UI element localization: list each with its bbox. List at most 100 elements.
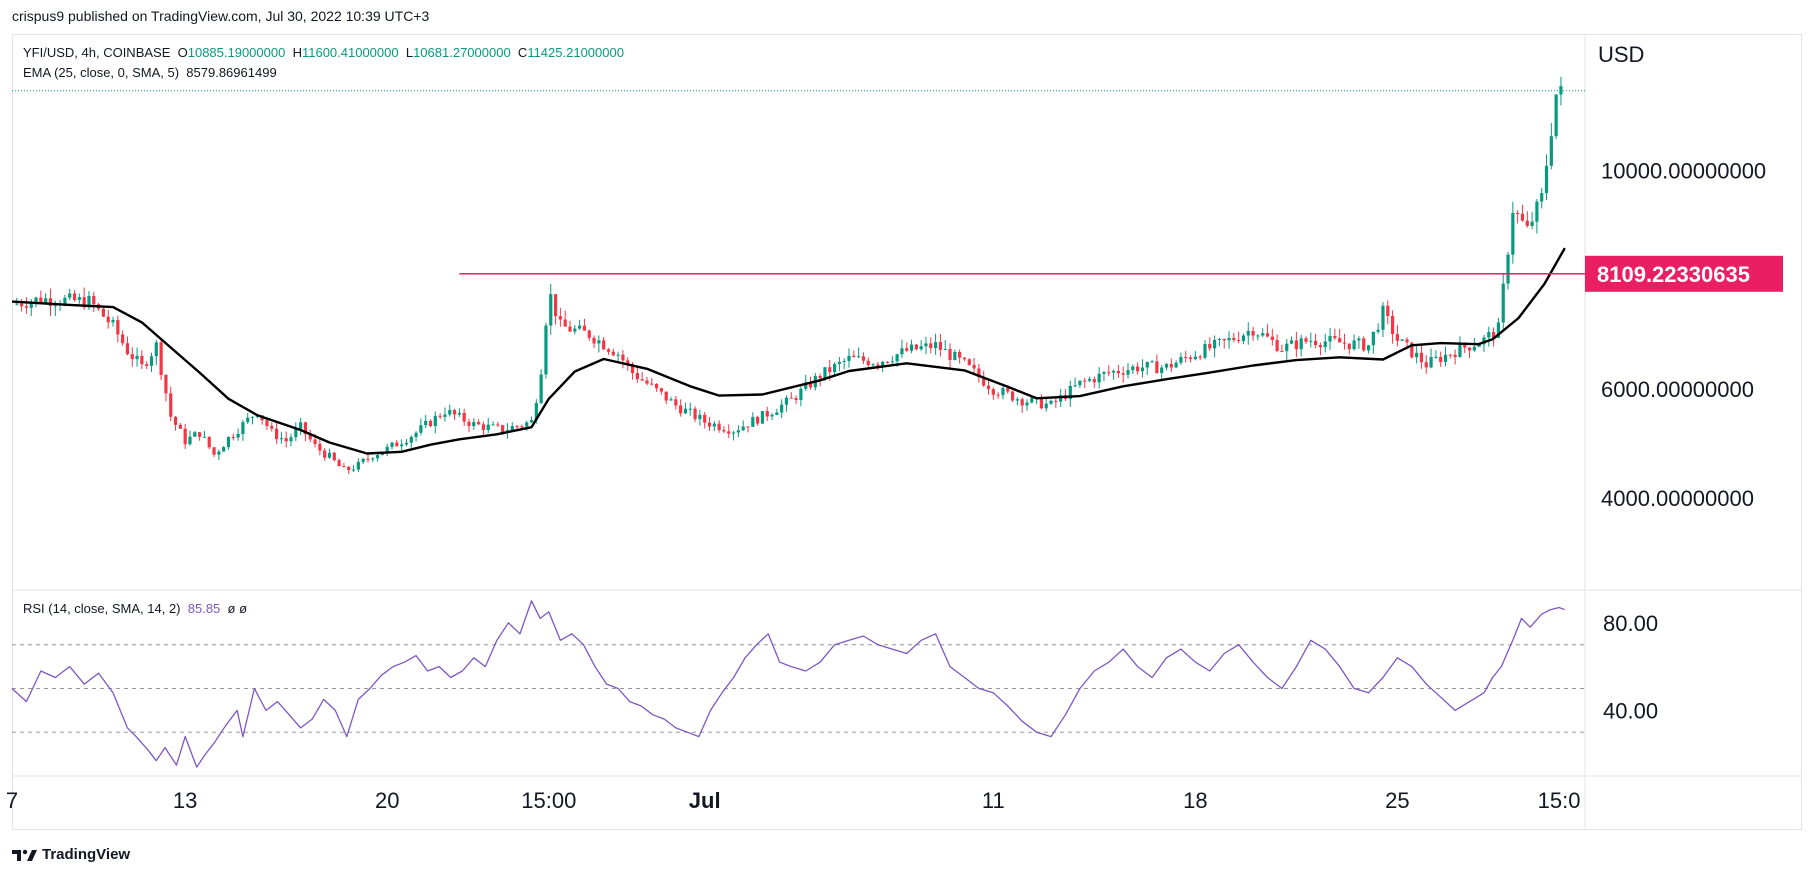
candle-down [717,423,721,431]
candle-down [1318,345,1323,348]
candle-up [578,325,582,329]
candle-up [1001,388,1005,396]
candle-up [669,399,673,401]
candle-up [616,354,620,356]
candle-up [784,397,789,405]
candle-up [804,382,808,389]
candle-up [780,404,784,413]
candle-down [1265,333,1270,337]
candle-up [1102,372,1106,374]
candle-up [217,451,221,455]
candle-up [1131,366,1135,371]
candle-down [178,424,182,429]
candle-up [472,422,476,427]
candle-down [101,308,105,317]
candle-down [630,364,635,374]
candle-down [1410,342,1414,358]
candle-down [303,422,308,435]
candle-down [270,426,274,429]
candle-up [1097,373,1101,383]
candle-up [1140,367,1145,372]
candle-down [707,422,712,427]
candle-up [698,414,702,420]
candle-up [1323,341,1327,348]
candle-down [308,434,312,440]
candle-up [1015,399,1019,401]
candle-down [972,364,976,369]
tradingview-brand[interactable]: TradingView [12,846,130,863]
candle-up [573,328,577,332]
candle-up [832,363,837,373]
candle-down [794,398,798,400]
candle-up [871,364,875,366]
candle-down [1424,362,1428,368]
x-tick-label: 18 [1183,788,1207,813]
candle-up [294,428,298,438]
rsi-legend[interactable]: RSI (14, close, SMA, 14, 2) 85.85 ø ø [23,601,247,616]
candle-down [1010,391,1015,401]
candle-up [919,346,923,350]
candle-up [44,298,48,303]
candle-down [116,319,120,335]
candle-up [1150,361,1154,363]
candle-down [1136,366,1140,372]
candle-up [1068,385,1072,400]
candle-down [1039,397,1044,409]
candle-up [409,436,413,443]
candle-down [1362,338,1366,351]
candle-up [371,458,375,460]
candle-up [539,374,543,404]
candle-up [361,458,365,462]
candle-down [332,452,336,461]
candle-up [433,415,437,427]
candle-down [948,349,952,360]
candle-down [982,377,986,386]
brand-text: TradingView [42,846,131,863]
candle-down [1107,372,1111,374]
candle-down [789,397,793,399]
x-tick-label: 13 [173,788,197,813]
candle-up [529,420,534,423]
candle-up [1443,354,1448,363]
low-value: 10681.27000000 [413,45,511,60]
candle-up [448,410,452,415]
x-tick-label: 11 [982,788,1005,813]
candle-up [385,446,389,453]
candle-up [909,344,914,351]
candle-up [111,319,115,323]
candle-down [1294,340,1298,350]
candle-up [1376,329,1380,332]
candle-up [390,442,394,447]
candle-up [1472,346,1476,351]
ema-line[interactable] [11,247,1566,455]
rsi-line[interactable] [11,600,1566,768]
candle-up [1203,343,1207,358]
candle-up [525,422,529,427]
candle-down [342,466,346,468]
candle-up [924,343,928,347]
candle-down [1347,343,1351,350]
resistance-price-label: 8109.22330635 [1597,262,1750,287]
candle-up [1289,340,1294,344]
ema-legend[interactable]: EMA (25, close, 0, SMA, 5) 8579.86961499 [23,65,277,80]
candle-down [563,319,567,327]
candle-up [544,325,548,375]
symbol-label[interactable]: YFI/USD, 4h, COINBASE [23,45,171,60]
candle-down [592,337,596,344]
candle-down [48,298,53,307]
candle-up [1487,332,1491,338]
candle-down [82,297,86,308]
candle-up [419,425,423,433]
candle-down [462,412,466,422]
candle-up [731,432,736,434]
candle-down [159,342,163,375]
candle-down [861,356,866,361]
candle-down [611,351,615,356]
candle-down [977,368,981,378]
candle-down [1525,220,1529,226]
candle-down [582,325,587,331]
candle-up [1530,221,1534,226]
candle-down [337,460,341,467]
candle-down [938,342,943,350]
